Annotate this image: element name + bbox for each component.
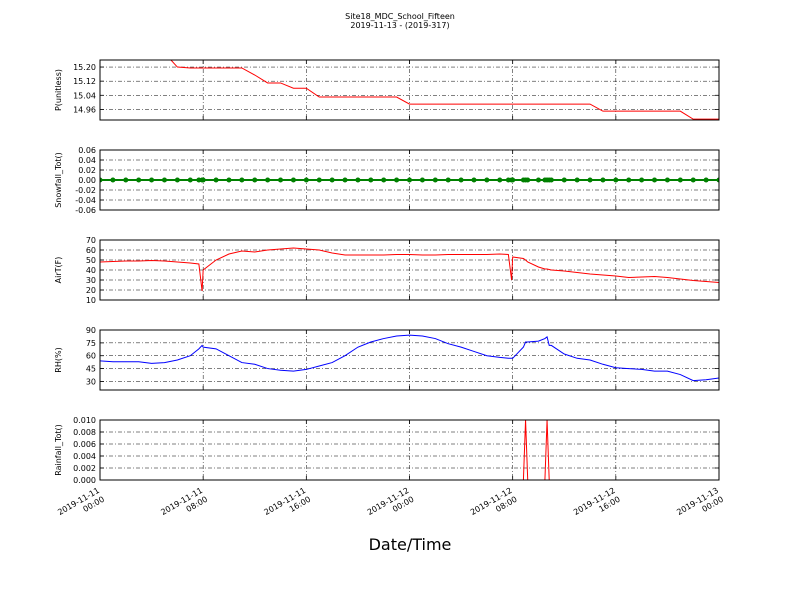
y-tick-label: 15.04: [73, 91, 96, 100]
marker: [561, 177, 567, 183]
marker: [100, 177, 103, 183]
y-tick-label: 0.010: [73, 416, 96, 425]
axes-frame: [99, 329, 720, 391]
y-tick-label: -0.02: [75, 186, 96, 195]
marker: [690, 177, 696, 183]
axes-frame: [99, 239, 720, 301]
y-tick-label: 45: [86, 365, 96, 374]
marker: [652, 177, 658, 183]
marker: [136, 177, 142, 183]
series: [100, 247, 719, 292]
marker: [394, 177, 400, 183]
y-tick-label: 40: [86, 266, 96, 275]
marker: [355, 177, 361, 183]
line: [100, 247, 719, 292]
marker: [484, 177, 490, 183]
marker: [290, 177, 296, 183]
marker: [664, 177, 670, 183]
series: [170, 60, 719, 120]
chart-subtitle: 2019-11-13 - (2019-317): [350, 21, 449, 30]
marker: [303, 177, 309, 183]
axes-frame: [99, 419, 720, 481]
y-axis-label: Rainfall_Tot(): [54, 424, 63, 476]
marker: [639, 177, 645, 183]
y-axis-label: RH(%): [54, 347, 63, 372]
y-tick-label: 20: [86, 286, 96, 295]
y-tick-label: 0.04: [78, 156, 96, 165]
line: [170, 60, 719, 120]
y-axis-label: P(unitless): [54, 69, 63, 111]
y-tick-label: 0.00: [78, 176, 96, 185]
marker: [329, 177, 335, 183]
marker: [510, 177, 516, 183]
marker: [525, 177, 531, 183]
marker: [174, 177, 180, 183]
marker: [703, 177, 709, 183]
y-tick-label: 30: [86, 377, 96, 386]
y-tick-label: 15.12: [73, 77, 96, 86]
marker: [458, 177, 464, 183]
marker: [600, 177, 606, 183]
marker: [471, 177, 477, 183]
y-tick-label: -0.06: [75, 206, 96, 215]
marker: [419, 177, 425, 183]
y-tick-label: 0.06: [78, 146, 96, 155]
marker: [368, 177, 374, 183]
y-tick-label: 0.002: [73, 464, 96, 473]
y-tick-label: 90: [86, 326, 96, 335]
marker: [587, 177, 593, 183]
y-tick-label: 50: [86, 256, 96, 265]
y-axis-label: Snowfall_Tot(): [54, 152, 63, 208]
axes-frame: [99, 59, 720, 121]
marker: [226, 177, 232, 183]
marker: [497, 177, 503, 183]
marker: [548, 177, 554, 183]
y-tick-label: 60: [86, 246, 96, 255]
marker: [677, 177, 683, 183]
axes-frame: [99, 149, 720, 211]
y-tick-label: 0.004: [73, 452, 96, 461]
marker: [239, 177, 245, 183]
y-tick-label: 0.000: [73, 476, 96, 485]
marker: [265, 177, 271, 183]
marker: [123, 177, 129, 183]
y-tick-label: 0.006: [73, 440, 96, 449]
y-tick-label: 14.96: [73, 105, 96, 114]
marker: [252, 177, 258, 183]
marker: [161, 177, 167, 183]
marker: [278, 177, 284, 183]
marker: [187, 177, 193, 183]
y-tick-label: 75: [86, 339, 96, 348]
series: [100, 177, 719, 183]
marker: [342, 177, 348, 183]
line: [100, 334, 719, 382]
marker: [432, 177, 438, 183]
y-tick-label: 10: [86, 296, 96, 305]
marker: [716, 177, 719, 183]
marker: [445, 177, 451, 183]
y-tick-label: 60: [86, 352, 96, 361]
marker: [200, 177, 206, 183]
marker: [381, 177, 387, 183]
marker: [574, 177, 580, 183]
x-axis-label: Date/Time: [369, 535, 452, 554]
marker: [213, 177, 219, 183]
y-tick-label: 0.008: [73, 428, 96, 437]
y-tick-label: 0.02: [78, 166, 96, 175]
marker: [535, 177, 541, 183]
y-tick-label: 15.20: [73, 63, 96, 72]
y-axis-label: AirT(F): [54, 257, 63, 284]
marker: [316, 177, 322, 183]
marker: [110, 177, 116, 183]
y-tick-label: -0.04: [75, 196, 96, 205]
marker: [626, 177, 632, 183]
marker: [613, 177, 619, 183]
chart-title: Site18_MDC_School_Fifteen: [345, 12, 455, 21]
y-tick-label: 30: [86, 276, 96, 285]
y-tick-label: 70: [86, 236, 96, 245]
marker: [407, 177, 412, 183]
marker: [149, 177, 155, 183]
series: [100, 334, 719, 382]
